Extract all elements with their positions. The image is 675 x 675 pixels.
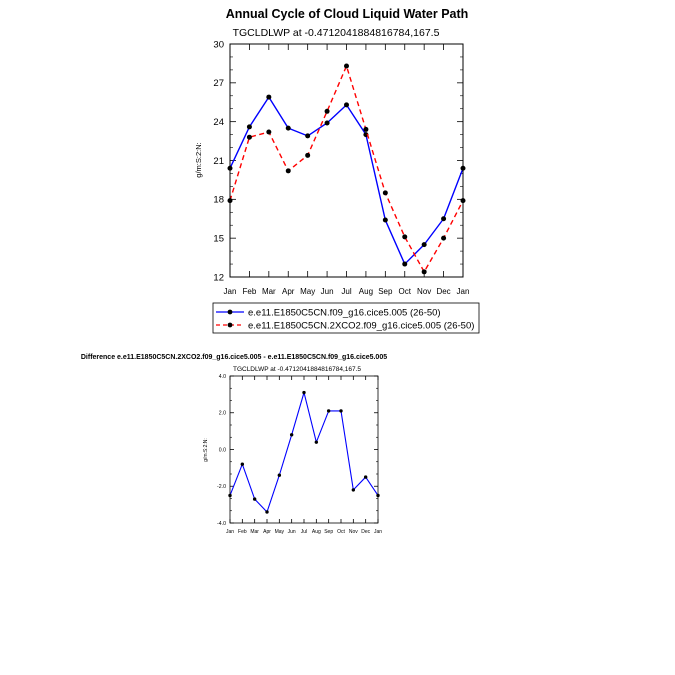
legend-label-series-1: e.e11.E1850C5CN.f09_g16.cice5.005 (26-50…	[248, 308, 441, 319]
top-chart-axes: 12 15 18 21 24 27 30 Jan Feb Mar Apr May Jun Jul Aug Se…	[213, 39, 469, 296]
difference-series-1-point	[326, 409, 331, 413]
top-ytick-label: 24	[213, 117, 224, 128]
difference-series-1-point	[339, 409, 343, 413]
difference-series-1-point	[265, 510, 269, 514]
difference-chart-series	[228, 390, 380, 514]
top-series-2-point	[421, 269, 427, 275]
top-series-1-point	[285, 125, 291, 131]
difference-xtick-label: Jan	[374, 529, 382, 535]
difference-xtick-label: Apr	[263, 529, 271, 535]
top-ytick-label: 27	[213, 78, 224, 89]
difference-ytick-label: 0.0	[219, 447, 226, 453]
top-ytick-label: 30	[213, 39, 224, 50]
top-xtick-label: May	[300, 287, 315, 296]
difference-ytick-label: -4.0	[217, 521, 226, 527]
top-ytick-label: 15	[213, 233, 224, 244]
top-series-2-point	[324, 108, 330, 114]
top-series-1-point	[402, 261, 408, 267]
top-chart-series	[227, 63, 466, 275]
top-series-1-point	[421, 242, 427, 248]
difference-xtick-label: Sep	[324, 529, 333, 535]
difference-xtick-label: Oct	[337, 529, 345, 535]
difference-xtick-label: Jul	[301, 529, 307, 535]
top-series-2-point	[246, 134, 252, 140]
legend-marker-series-2	[227, 322, 233, 328]
top-xtick-label: Jan	[457, 287, 470, 296]
difference-ytick-label: 2.0	[219, 411, 226, 417]
top-ytick-label: 21	[213, 156, 224, 167]
top-series-1-point	[266, 94, 272, 100]
top-xtick-label: Mar	[262, 287, 276, 296]
difference-xtick-label: Nov	[349, 529, 358, 535]
difference-series-line-1	[229, 391, 379, 513]
difference-chart-ylabel: g/m:S:2:N:	[203, 438, 209, 462]
top-chart-ylabel: g/m:S:2:N:	[194, 142, 203, 177]
top-series-1-point	[344, 102, 349, 108]
difference-xtick-label: Dec	[361, 529, 370, 535]
legend-label-series-2: e.e11.E1850C5CN.2XCO2.f09_g16.cice5.005 …	[248, 321, 474, 332]
difference-chart-frame	[229, 375, 379, 524]
top-chart-frame	[229, 43, 464, 278]
difference-chart-title: Difference e.e11.E1850C5CN.2XCO2.f09_g16…	[81, 354, 387, 361]
difference-xtick-label: Mar	[250, 529, 259, 535]
top-ytick-label: 12	[213, 272, 224, 283]
top-series-2-point	[344, 63, 349, 69]
difference-chart: Difference e.e11.E1850C5CN.2XCO2.f09_g16…	[81, 354, 387, 535]
difference-series-1-point	[277, 473, 282, 477]
top-series-1-point	[305, 133, 311, 139]
top-xtick-label: Nov	[417, 287, 431, 296]
top-xtick-label: Oct	[399, 287, 412, 296]
top-series-2-point	[363, 126, 369, 132]
difference-xtick-label: May	[275, 529, 285, 535]
legend-marker-series-1	[227, 309, 233, 315]
difference-series-1-point	[252, 497, 257, 501]
top-series-2-point	[305, 152, 311, 158]
difference-xtick-label: Feb	[238, 529, 247, 535]
difference-chart-subtitle: TGCLDLWP at -0.4712041884816784,167.5	[233, 366, 361, 373]
difference-ytick-label: 4.0	[219, 374, 226, 380]
top-series-line-1	[229, 96, 464, 265]
top-xtick-label: Apr	[282, 287, 295, 296]
top-xtick-label: Sep	[378, 287, 393, 296]
top-xtick-label: Jan	[224, 287, 237, 296]
legend-box	[212, 302, 480, 334]
top-chart-legend: e.e11.E1850C5CN.f09_g16.cice5.005 (26-50…	[212, 302, 480, 334]
top-series-1-point	[246, 124, 252, 130]
top-series-2-point	[402, 234, 408, 240]
top-chart-subtitle: TGCLDLWP at -0.4712041884816784,167.5	[233, 27, 440, 39]
difference-series-1-point	[302, 390, 306, 395]
top-series-line-2	[229, 65, 464, 273]
difference-series-1-point	[363, 475, 368, 479]
top-chart: Annual Cycle of Cloud Liquid Water Path …	[194, 7, 480, 334]
difference-series-1-point	[314, 440, 319, 444]
top-chart-title: Annual Cycle of Cloud Liquid Water Path	[226, 7, 469, 21]
top-xtick-label: Aug	[359, 287, 373, 296]
difference-xtick-label: Aug	[312, 529, 321, 535]
top-series-1-point	[324, 120, 330, 126]
top-series-1-point	[441, 216, 447, 222]
top-xtick-label: Jul	[341, 287, 351, 296]
top-series-1-point	[382, 217, 388, 223]
top-series-2-point	[382, 190, 388, 196]
difference-xtick-label: Jan	[226, 529, 234, 535]
top-xtick-label: Dec	[436, 287, 450, 296]
top-xtick-label: Jun	[321, 287, 334, 296]
difference-chart-axes: -4.0 -2.0 0.0 2.0 4.0 Jan Feb Mar Apr May Jun Jul Au…	[217, 374, 382, 535]
difference-series-1-point	[351, 488, 356, 492]
top-ytick-label: 18	[213, 195, 224, 206]
difference-series-1-point	[240, 462, 245, 466]
difference-xtick-label: Jun	[288, 529, 296, 535]
top-xtick-label: Feb	[243, 287, 257, 296]
top-series-2-point	[266, 129, 272, 135]
difference-ytick-label: -2.0	[217, 484, 226, 490]
top-series-2-point	[285, 168, 291, 174]
difference-series-1-point	[289, 433, 294, 437]
top-series-2-point	[441, 235, 447, 241]
